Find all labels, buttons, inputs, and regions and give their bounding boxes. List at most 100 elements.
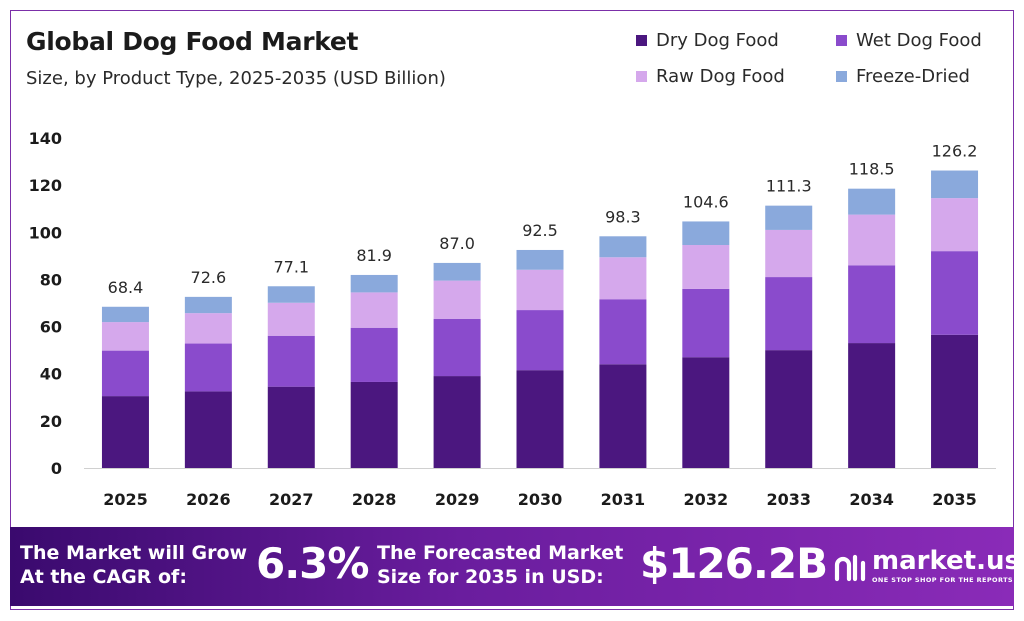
bar-segment-freeze-dried-2030 [516,249,564,270]
bar-segment-wet-dog-food-2027 [267,335,315,387]
bar-segment-wet-dog-food-2029 [433,318,481,377]
cagr-label-line1: The Market will Grow [20,542,248,564]
forecast-value: $126.2B [640,539,828,588]
bar-segment-raw-dog-food-2034 [848,214,896,266]
bar-total-label-2030: 92.5 [522,221,558,240]
y-tick-label: 140 [29,129,62,148]
legend-swatch-wet [836,35,847,46]
brand-logo: market.us ONE STOP SHOP FOR THE REPORTS [828,546,1020,588]
bar-segment-dry-dog-food-2031 [599,364,647,468]
bar-segment-wet-dog-food-2033 [765,277,813,351]
chart-subtitle: Size, by Product Type, 2025-2035 (USD Bi… [26,68,446,89]
bar-segment-freeze-dried-2035 [931,170,979,199]
bar-segment-wet-dog-food-2025 [101,350,149,397]
bar-segment-raw-dog-food-2033 [765,229,813,278]
bar-segment-wet-dog-food-2028 [350,327,398,382]
bar-segment-raw-dog-food-2029 [433,280,481,319]
x-tick-label-2029: 2029 [435,490,480,509]
bar-segment-raw-dog-food-2025 [101,322,149,351]
bar-total-label-2026: 72.6 [191,268,227,287]
bar-segment-dry-dog-food-2027 [267,386,315,468]
y-tick-label: 120 [29,176,62,195]
bar-total-label-2029: 87.0 [439,234,475,253]
bar-segment-freeze-dried-2025 [101,306,149,323]
bar-segment-freeze-dried-2028 [350,274,398,293]
bar-segment-dry-dog-food-2035 [931,334,979,468]
bar-segment-freeze-dried-2034 [848,188,896,215]
bar-total-label-2033: 111.3 [766,177,812,196]
x-tick-label-2025: 2025 [103,490,148,509]
bar-segment-dry-dog-food-2033 [765,350,813,468]
x-tick-label-2026: 2026 [186,490,231,509]
bar-segment-freeze-dried-2033 [765,205,813,230]
bar-total-label-2032: 104.6 [683,192,729,211]
legend-item-freeze: Freeze-Dried [836,66,970,87]
x-tick-label-2033: 2033 [766,490,811,509]
bar-segment-freeze-dried-2029 [433,262,481,281]
y-tick-label: 60 [40,318,62,337]
bar-segment-wet-dog-food-2032 [682,288,730,358]
bar-total-label-2027: 77.1 [273,257,309,276]
bar-segment-wet-dog-food-2035 [931,251,979,335]
y-tick-label: 40 [40,365,62,384]
legend-label-wet: Wet Dog Food [856,30,982,51]
legend-label-freeze: Freeze-Dried [856,66,970,87]
chart-frame [10,10,1014,610]
x-tick-label-2028: 2028 [352,490,397,509]
bar-total-label-2031: 98.3 [605,207,641,226]
x-tick-label-2027: 2027 [269,490,314,509]
logo-tagline: ONE STOP SHOP FOR THE REPORTS [872,576,1013,584]
bar-segment-wet-dog-food-2030 [516,310,564,371]
bar-total-label-2035: 126.2 [932,142,978,161]
bar-segment-freeze-dried-2032 [682,221,730,246]
x-tick-label-2031: 2031 [601,490,646,509]
footer-banner: The Market will Grow At the CAGR of: 6.3… [10,527,1020,606]
legend-swatch-raw [636,71,647,82]
chart-title: Global Dog Food Market [26,27,359,56]
bar-total-label-2034: 118.5 [849,160,895,179]
bar-segment-raw-dog-food-2032 [682,245,730,289]
bar-segment-freeze-dried-2026 [184,296,232,314]
bar-segment-dry-dog-food-2034 [848,343,896,468]
legend-item-wet: Wet Dog Food [836,30,982,51]
cagr-label: The Market will Grow At the CAGR of: [20,541,247,589]
legend-swatch-dry [636,35,647,46]
logo-mark-icon [834,554,866,582]
legend-label-raw: Raw Dog Food [656,66,785,87]
forecast-label-line2: Size for 2035 in USD: [377,566,604,588]
x-tick-label-2034: 2034 [849,490,894,509]
x-tick-label-2032: 2032 [684,490,729,509]
bar-total-label-2025: 68.4 [108,278,144,297]
y-tick-label: 20 [40,412,62,431]
bar-segment-raw-dog-food-2030 [516,269,564,311]
x-tick-label-2030: 2030 [518,490,563,509]
y-tick-label: 80 [40,270,62,289]
y-tick-label: 100 [29,223,62,242]
bar-segment-dry-dog-food-2025 [101,396,149,468]
legend-item-raw: Raw Dog Food [636,66,785,87]
bar-segment-dry-dog-food-2032 [682,357,730,468]
bar-total-label-2028: 81.9 [356,246,392,265]
bar-segment-dry-dog-food-2026 [184,391,232,468]
bar-segment-wet-dog-food-2031 [599,299,647,365]
cagr-label-line2: At the CAGR of: [20,566,187,588]
legend-label-dry: Dry Dog Food [656,30,779,51]
legend-swatch-freeze [836,71,847,82]
bar-segment-freeze-dried-2031 [599,236,647,258]
y-tick-label: 0 [51,459,62,478]
bar-segment-raw-dog-food-2026 [184,313,232,344]
logo-name: market.us [872,546,1020,576]
bar-segment-raw-dog-food-2035 [931,198,979,252]
x-tick-label-2035: 2035 [932,490,977,509]
bar-segment-raw-dog-food-2027 [267,302,315,336]
bar-segment-freeze-dried-2027 [267,286,315,303]
forecast-label: The Forecasted Market Size for 2035 in U… [377,541,623,589]
legend-item-dry: Dry Dog Food [636,30,779,51]
forecast-label-line1: The Forecasted Market [377,542,624,564]
bar-segment-wet-dog-food-2034 [848,265,896,344]
stacked-bar-chart: 0 20 40 60 80 100 120 140 68.4 2025 72.6 2026 77.1 20… [29,129,996,509]
bar-segment-dry-dog-food-2028 [350,381,398,468]
bar-segment-raw-dog-food-2031 [599,257,647,300]
cagr-value: 6.3% [256,539,369,588]
bar-segment-raw-dog-food-2028 [350,292,398,328]
